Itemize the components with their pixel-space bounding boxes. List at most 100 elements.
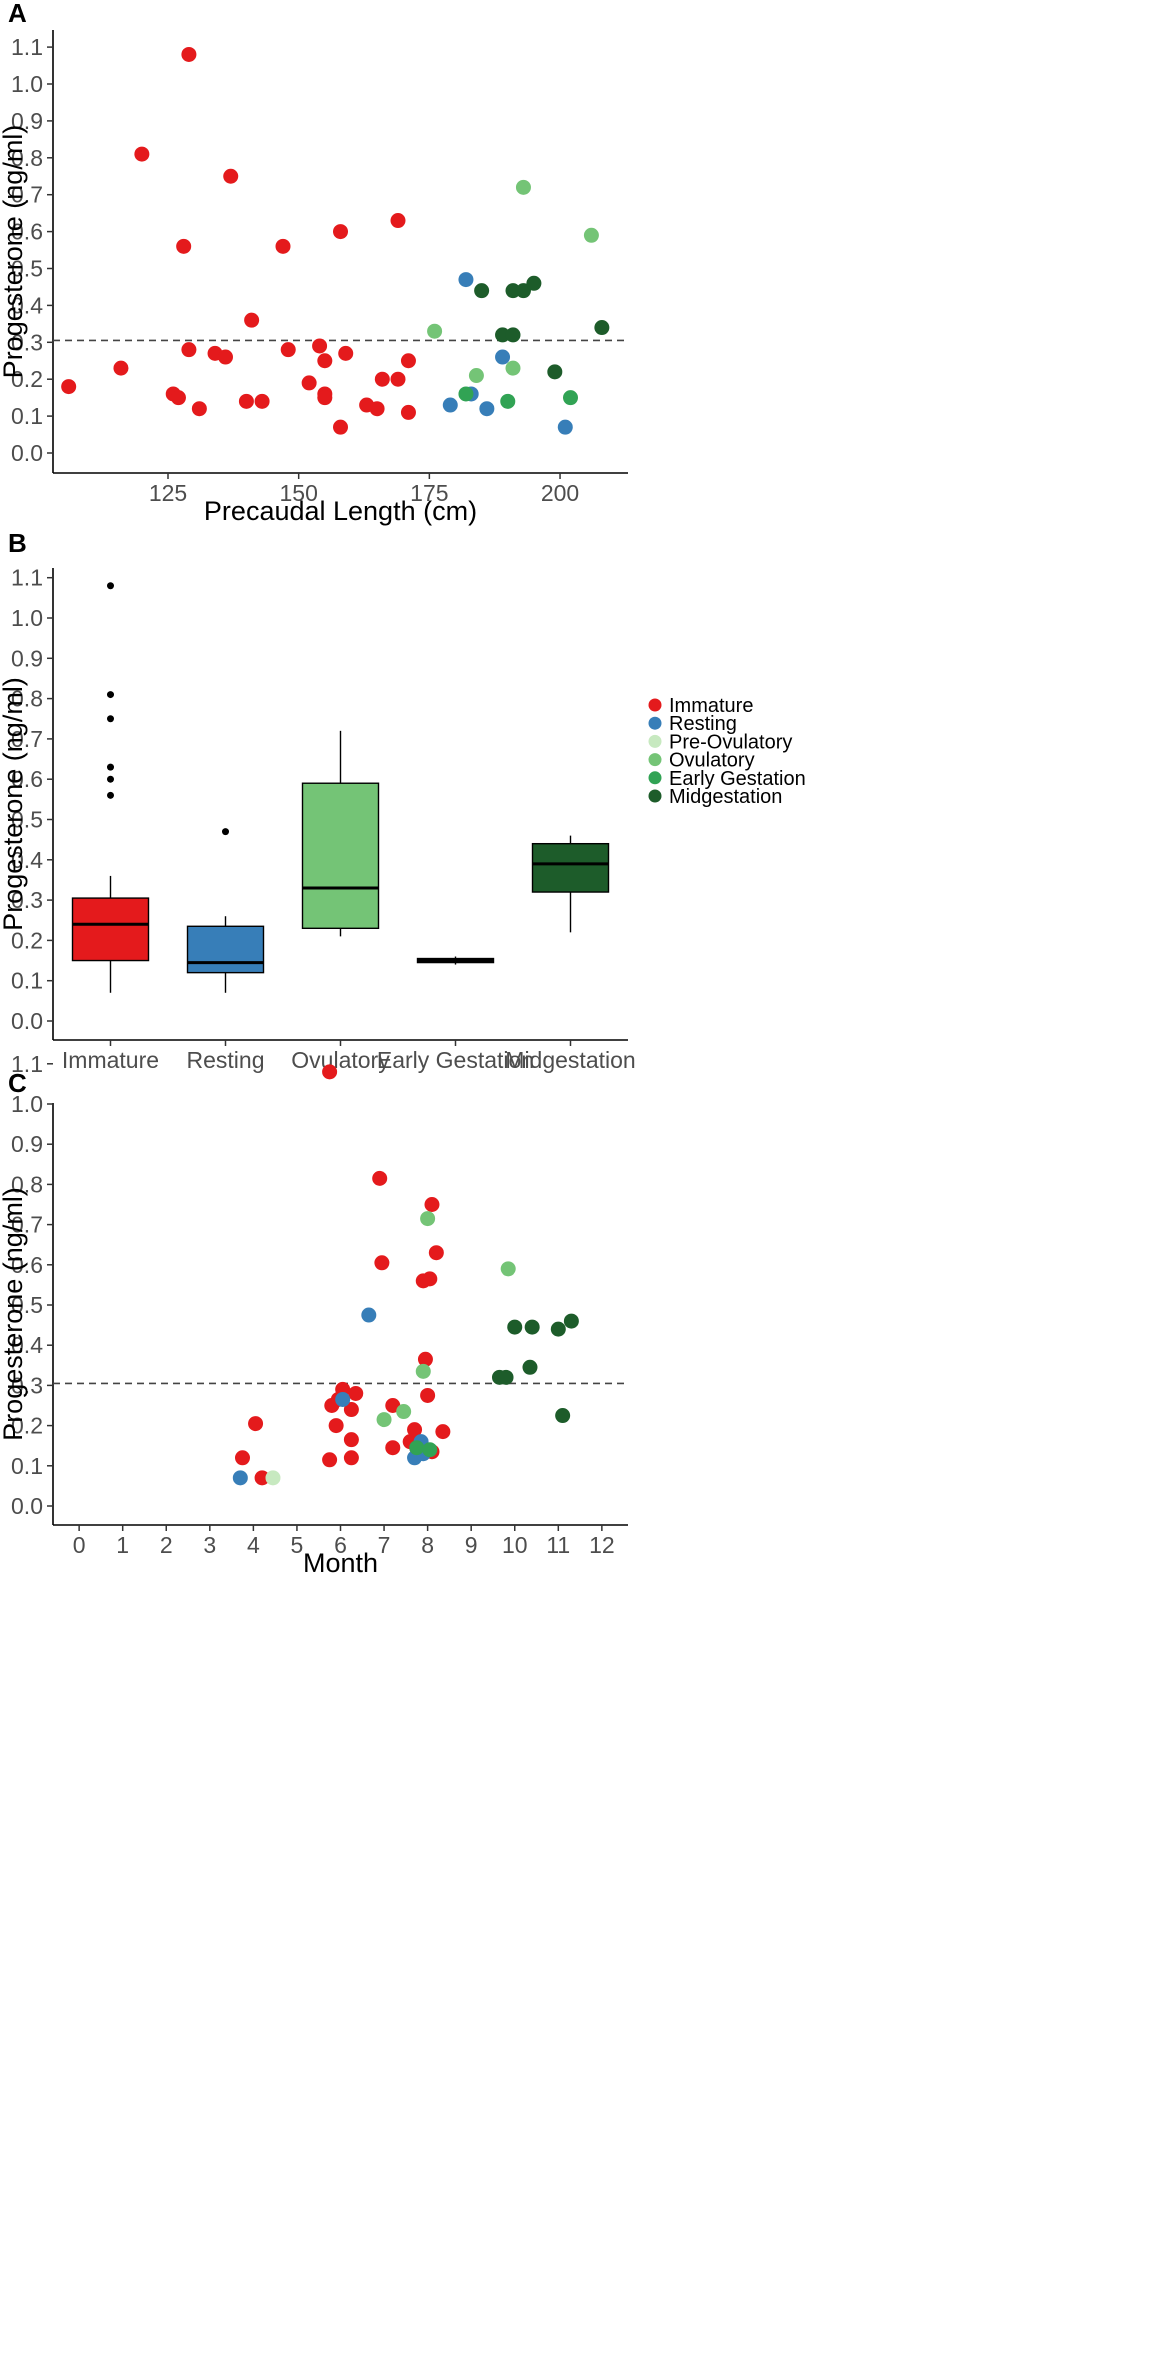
data-point [280,342,296,358]
data-point [555,1408,571,1424]
data-point [505,283,521,299]
data-point [526,275,542,291]
box-outlier [107,775,114,783]
y-tick-label: 0.4 [11,847,43,873]
x-tick-label: 7 [378,1532,391,1558]
x-tick-label: 1 [116,1532,129,1558]
data-point [275,238,291,254]
y-tick-label: 0.7 [11,726,43,752]
data-point [343,1402,359,1418]
data-point [181,342,197,358]
legend-swatch [648,771,662,785]
y-tick-label: 0.1 [11,1453,43,1479]
y-axis-title: Progesterone (ng/ml) [0,1187,28,1441]
data-point [312,338,328,354]
data-point [328,1418,344,1434]
legend-swatch [648,789,662,803]
data-point [181,46,197,62]
box-body [301,782,380,930]
data-point [435,1424,451,1440]
panel-letter: C [8,1068,27,1098]
legend-swatch [648,698,662,712]
legend-swatch [648,716,662,730]
y-tick-label: 0.7 [11,182,43,208]
x-tick-label: 0 [73,1532,86,1558]
x-tick-label: Resting [187,1047,265,1073]
box-outlier [222,828,229,836]
data-point [254,1470,270,1486]
data-point [338,345,354,361]
x-tick-label: 12 [589,1532,615,1558]
x-tick-label: 4 [247,1532,260,1558]
panel-letter: A [8,0,27,28]
data-point [507,1319,523,1335]
x-tick-label: Immature [62,1047,159,1073]
data-point [550,1321,566,1337]
data-point [415,1363,431,1379]
legend-label: Midgestation [669,786,782,808]
x-tick-label: 150 [279,480,317,506]
legend-label: Resting [669,713,737,735]
box-body [531,842,610,893]
x-axis-title: Month [303,1548,378,1578]
box-outlier [107,763,114,771]
x-tick-label: 11 [546,1532,570,1558]
y-tick-label: 0.5 [11,807,43,833]
data-point [234,1450,250,1466]
data-point [369,401,385,417]
panel-a: A 0.0 0.1 0.2 0.3 0.4 0.5 0.6 0.7 0.8 0.9 1.0 1.1 Pro… [0,0,628,526]
box-body [71,897,150,962]
data-point [396,1404,412,1420]
data-point [61,379,77,395]
data-point [522,1359,538,1375]
data-point [428,1245,444,1261]
data-point [176,238,192,254]
x-tick-label: 125 [149,480,187,506]
y-tick-label: 0.6 [11,219,43,245]
data-point [557,419,573,435]
y-tick-label: 1.0 [11,71,43,97]
data-point [374,371,390,387]
data-point [495,349,511,365]
legend-label: Immature [669,695,753,717]
data-point [547,364,563,380]
x-tick-label: 175 [410,480,448,506]
data-point [498,1369,514,1385]
data-point [170,390,186,406]
y-tick-label: 0.0 [11,440,43,466]
y-tick-label: 0.4 [11,1332,43,1358]
y-tick-label: 0.1 [11,968,43,994]
panel-c: C 0.0 0.1 0.2 0.3 0.4 0.5 0.6 0.7 0.8 0.9 1.0 1.1 Pro… [0,1051,628,1578]
data-point [191,401,207,417]
data-point [254,393,270,409]
data-point [458,386,474,402]
data-point [468,368,484,384]
data-point [322,1452,338,1468]
data-point [361,1307,377,1323]
box-outlier [107,691,114,699]
data-point [335,1391,351,1407]
data-point [422,1271,438,1287]
data-point [223,168,239,184]
panel-b: B 0.0 0.1 0.2 0.3 0.4 0.5 0.6 0.7 0.8 0.9 1.0 1.1 Pro… [0,528,636,1073]
data-point [495,327,511,343]
data-point [474,283,490,299]
data-point [390,213,406,229]
box-outlier [107,582,114,590]
data-point [417,1351,433,1367]
y-tick-label: 0.8 [11,1171,43,1197]
data-point [372,1170,388,1186]
y-tick-label: 0.1 [11,403,43,429]
x-tick-label: 200 [541,480,579,506]
data-point [374,1255,390,1271]
y-tick-label: 0.0 [11,1493,43,1519]
data-point [505,360,521,376]
y-tick-label: 0.3 [11,887,43,913]
data-point [317,390,333,406]
data-point [563,1313,579,1329]
x-tick-label: Ovulatory [291,1047,390,1073]
data-point [301,375,317,391]
x-tick-label: 10 [502,1532,528,1558]
y-axis-title: Progesterone (ng/ml) [0,125,28,379]
